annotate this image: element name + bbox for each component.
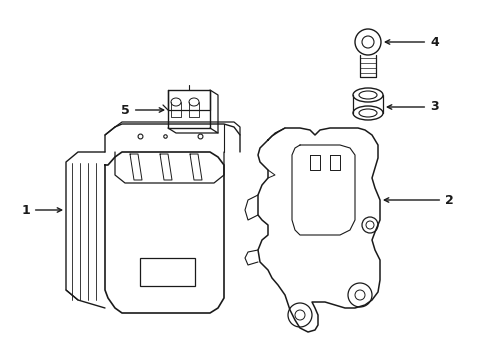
Text: 4: 4 [385, 36, 438, 49]
Text: 3: 3 [386, 100, 438, 113]
Text: 1: 1 [21, 203, 61, 216]
Text: 2: 2 [384, 194, 453, 207]
Bar [140, 258, 195, 286]
Text: 5: 5 [121, 104, 163, 117]
